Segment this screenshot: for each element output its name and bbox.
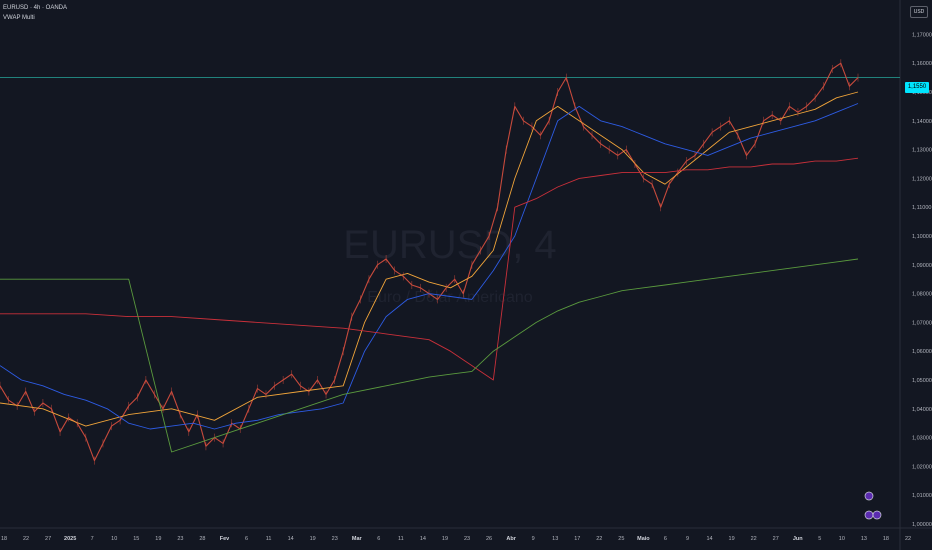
y-tick-label: 1,00000 [912,522,932,528]
y-tick-label: 1,06000 [912,349,932,355]
x-tick-label: 22 [905,536,911,542]
x-tick-label: 11 [398,536,404,542]
x-tick-label: 14 [420,536,426,542]
x-tick-label: 10 [839,536,845,542]
x-tick-label: 23 [464,536,470,542]
currency-label[interactable]: USD [910,6,928,18]
x-tick-label: 25 [618,536,624,542]
series-line-vwap-1 [0,91,859,427]
y-tick-label: 1,11000 [912,205,931,211]
y-tick-label: 1,14000 [912,119,932,125]
y-tick-label: 1,04000 [912,407,932,413]
y-tick-label: 1,10000 [912,234,932,240]
y-tick-label: 1,01000 [912,493,932,499]
symbol-title: EURUSD · 4h · OANDA [3,5,68,11]
x-tick-label: 7 [91,536,94,542]
x-tick-label: 18 [883,536,889,542]
x-tick-label: 19 [310,536,316,542]
x-tick-label: 6 [245,536,248,542]
x-tick-label: 26 [486,536,492,542]
x-tick-label: Abr [506,536,516,542]
x-tick-label: 5 [818,536,821,542]
x-tick-label: 22 [596,536,602,542]
y-tick-label: 1,08000 [912,292,932,298]
y-tick-label: 1,12000 [912,176,932,182]
x-tick-label: 9 [532,536,535,542]
indicator-title[interactable]: VWAP Multi [3,15,35,21]
x-tick-label: 6 [377,536,380,542]
x-tick-label: Mar [352,536,363,542]
x-tick-label: 11 [266,536,272,542]
event-flag-icon [864,491,874,501]
last-price-badge: 1,1550 [905,82,929,93]
y-tick-label: 1,03000 [912,436,932,442]
x-tick-label: 10 [111,536,117,542]
x-tick-label: 19 [442,536,448,542]
y-tick-label: 1,17000 [912,32,932,38]
x-tick-label: 15 [133,536,139,542]
x-tick-label: 19 [155,536,161,542]
y-tick-label: 1,07000 [912,320,932,326]
y-tick-label: 1,09000 [912,263,932,269]
x-tick-label: 14 [288,536,294,542]
y-tick-label: 1,15000 [912,90,932,96]
x-tick-label: 17 [574,536,580,542]
x-tick-label: Fev [220,536,230,542]
x-tick-label: 19 [729,536,735,542]
x-tick-label: 6 [664,536,667,542]
x-tick-label: 9 [686,536,689,542]
x-tick-label: 13 [552,536,558,542]
x-tick-label: 27 [773,536,779,542]
y-tick-label: 1,05000 [912,378,932,384]
x-tick-label: 2025 [64,536,76,542]
event-flag-icon [864,510,874,520]
x-tick-label: 22 [23,536,29,542]
y-tick-label: 1,02000 [912,464,932,470]
event-flag-icon [872,510,882,520]
x-tick-label: 22 [751,536,757,542]
x-tick-label: Maio [637,536,650,542]
y-tick-label: 1,16000 [912,61,932,67]
x-tick-label: 27 [45,536,51,542]
x-tick-label: 18 [1,536,7,542]
watermark-symbol: EURUSD, 4 [343,223,556,267]
watermark-description: Euro / Dólar Americano [367,289,533,306]
x-tick-label: 14 [706,536,712,542]
x-tick-label: 28 [199,536,205,542]
x-tick-label: Jun [793,536,803,542]
x-tick-label: 23 [332,536,338,542]
x-tick-label: 13 [861,536,867,542]
y-tick-label: 1,13000 [912,148,932,154]
series-line-vwap-3 [0,157,859,381]
x-tick-label: 23 [177,536,183,542]
